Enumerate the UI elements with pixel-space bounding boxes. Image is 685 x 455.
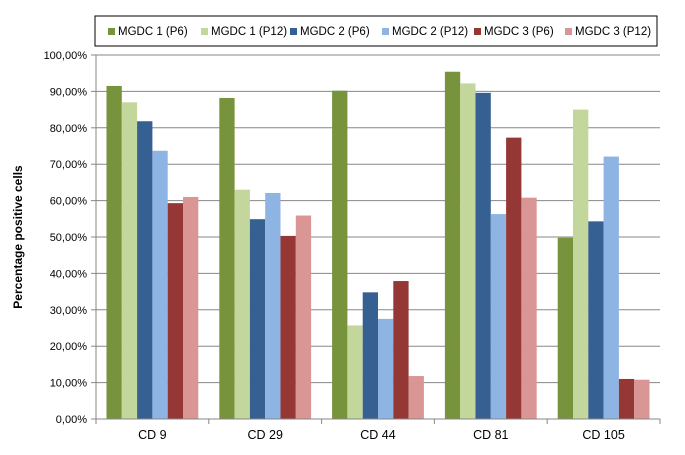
- legend-items: MGDC 1 (P6) MGDC 1 (P12) MGDC 2 (P6) MGDC 2…: [108, 26, 651, 38]
- bar: [408, 376, 424, 419]
- y-tick-label: 30,00%: [50, 305, 88, 317]
- bar: [362, 292, 378, 419]
- x-category-label: CD 105: [582, 428, 624, 442]
- x-category-label: CD 9: [138, 428, 167, 442]
- legend-swatch: [108, 28, 115, 35]
- bar: [265, 192, 281, 419]
- y-tick-label: 60,00%: [50, 196, 88, 208]
- legend-box: [94, 15, 658, 47]
- legend-swatch: [565, 28, 572, 35]
- legend-swatch: [382, 28, 389, 35]
- bar: [506, 137, 522, 420]
- y-tick-label: 0,00%: [56, 414, 87, 426]
- legend-swatch: [290, 28, 297, 35]
- y-tick-label: 70,00%: [50, 159, 88, 171]
- bar: [460, 83, 476, 419]
- legend-swatch: [474, 28, 481, 35]
- bar: [106, 85, 122, 419]
- bar: [634, 379, 650, 419]
- bar: [295, 215, 312, 419]
- bar: [280, 235, 296, 419]
- legend-label: MGDC 3 (P6): [484, 26, 554, 38]
- y-tick-label: 50,00%: [50, 232, 88, 244]
- y-tick-label: 80,00%: [50, 123, 88, 135]
- bar: [618, 378, 635, 419]
- bar: [152, 150, 168, 419]
- bar: [521, 197, 537, 419]
- bar: [332, 90, 348, 419]
- bar: [603, 156, 619, 419]
- legend-label: MGDC 3 (P12): [575, 26, 651, 38]
- legend-label: MGDC 1 (P6): [118, 26, 188, 38]
- bar: [588, 221, 604, 419]
- y-tick-label: 90,00%: [50, 86, 88, 98]
- y-tick-labels: 0,00% 10,00% 20,00% 30,00% 40,00% 50,00% 60,00…: [44, 50, 88, 426]
- x-category-label: CD 44: [360, 428, 395, 442]
- axes: [95, 55, 661, 424]
- x-category-labels: CD 9 CD 29 CD 44 CD 81 CD 105: [138, 428, 625, 442]
- legend-swatch: [201, 28, 208, 35]
- legend-label: MGDC 2 (P6): [300, 26, 370, 38]
- legend-label: MGDC 1 (P12): [211, 26, 287, 38]
- bar: [137, 121, 153, 420]
- bar: [347, 325, 363, 419]
- bar: [249, 219, 266, 419]
- bar: [234, 189, 250, 419]
- y-axis-label: Percentage positive cells: [11, 165, 25, 309]
- bar: [393, 281, 409, 419]
- bar: [444, 71, 461, 419]
- y-tick-label: 100,00%: [44, 50, 88, 62]
- bar: [219, 97, 235, 420]
- bar: [557, 237, 573, 419]
- y-tick-label: 40,00%: [50, 268, 88, 280]
- x-category-label: CD 81: [473, 428, 508, 442]
- y-tick-label: 10,00%: [50, 378, 88, 390]
- bars: [106, 71, 650, 420]
- bar: [167, 203, 183, 419]
- bar: [183, 196, 199, 419]
- bar: [490, 214, 507, 419]
- bar: [475, 92, 491, 419]
- bar: [121, 102, 138, 419]
- bar: [378, 318, 394, 419]
- x-category-label: CD 29: [247, 428, 282, 442]
- legend: MGDC 1 (P6) MGDC 1 (P12) MGDC 2 (P6) MGDC 2…: [94, 15, 658, 47]
- bar: [573, 109, 589, 419]
- y-tick-label: 20,00%: [50, 341, 88, 353]
- legend-label: MGDC 2 (P12): [392, 26, 468, 38]
